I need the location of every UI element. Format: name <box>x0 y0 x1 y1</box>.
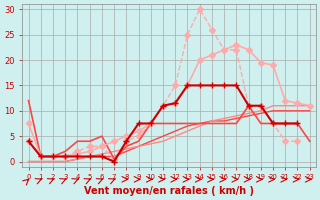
X-axis label: Vent moyen/en rafales ( km/h ): Vent moyen/en rafales ( km/h ) <box>84 186 254 196</box>
